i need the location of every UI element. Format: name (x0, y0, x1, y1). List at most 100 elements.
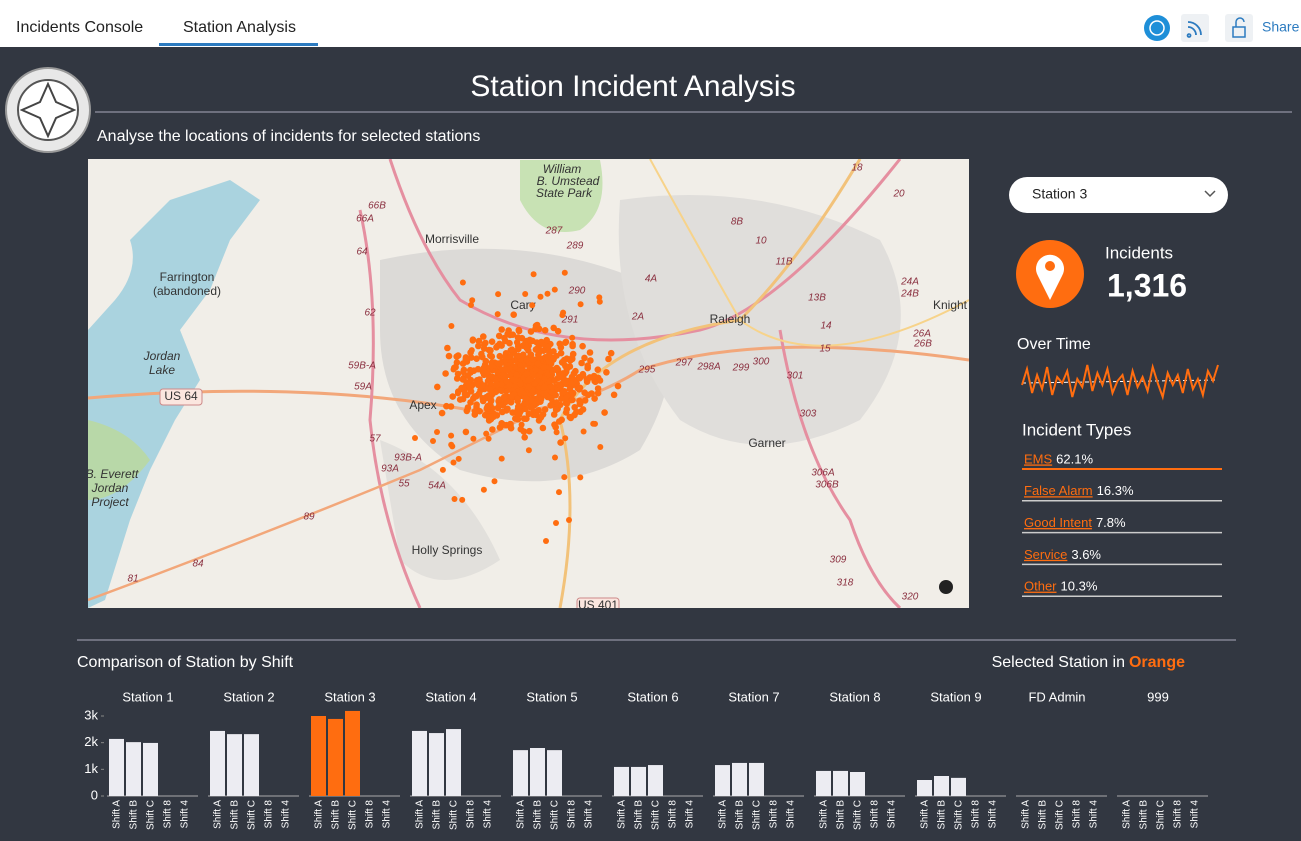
map-label: 59B-A (348, 361, 376, 372)
bar (547, 750, 562, 796)
incident-point (515, 403, 522, 410)
incident-point (562, 378, 569, 385)
map-label: US 401 (578, 598, 618, 612)
y-tick-label: 1k (84, 761, 98, 776)
globe-icon[interactable] (1144, 15, 1170, 41)
map[interactable]: Morrisville Cary Raleigh Apex Garner Holly Sp… (86, 159, 969, 614)
map-label: 2A (631, 312, 645, 323)
incident-point (530, 271, 537, 278)
type-name[interactable]: False Alarm (1024, 483, 1093, 498)
panel-label: Station 4 (425, 689, 476, 704)
incident-point (448, 432, 455, 439)
incident-point (504, 366, 511, 374)
incident-point (488, 373, 496, 380)
incident-point (569, 334, 576, 341)
incident-point (459, 496, 466, 503)
incident-point (544, 290, 551, 297)
x-tick-label: Shift A (415, 800, 426, 829)
map-label: 62 (364, 308, 376, 319)
incident-point (480, 333, 487, 340)
map-labels: Morrisville Cary Raleigh Apex Garner Holly Sp… (88, 162, 968, 612)
bar (749, 762, 764, 796)
incident-point (488, 338, 496, 346)
x-tick-label: Shift C (651, 800, 662, 830)
incident-point (520, 428, 528, 435)
incident-point (510, 311, 517, 319)
incident-point (507, 353, 514, 360)
incident-point (508, 346, 516, 354)
incident-point (445, 352, 453, 360)
map-label: Jordan (143, 349, 181, 363)
road (358, 209, 422, 608)
incident-point (543, 336, 550, 344)
incident-point (532, 400, 540, 408)
x-tick-label: Shift 8 (365, 800, 376, 829)
lock-icon[interactable] (1225, 14, 1253, 42)
incident-point (545, 351, 553, 359)
map-label: 66A (356, 214, 374, 225)
map-label: 64 (356, 247, 368, 258)
lock-glyph (1232, 26, 1246, 38)
incident-point (498, 387, 505, 395)
incident-point (502, 373, 509, 381)
share-button[interactable]: Share (1262, 19, 1300, 35)
incident-point (459, 395, 467, 403)
incident-point (434, 383, 441, 391)
x-tick-label: Shift 8 (466, 800, 477, 829)
incident-point (454, 390, 461, 397)
incident-point (569, 340, 576, 348)
incident-point (494, 360, 502, 367)
incident-point (531, 380, 538, 387)
road-shield (159, 388, 203, 406)
map-label: 291 (561, 315, 579, 326)
incident-point (603, 369, 610, 376)
incident-point (493, 381, 501, 388)
legend-highlight: Orange (1129, 654, 1185, 671)
incident-point (508, 393, 515, 400)
incident-point (550, 324, 557, 332)
incident-point (479, 397, 487, 405)
incident-point (487, 413, 494, 420)
panel-label: 999 (1147, 689, 1169, 704)
incident-point (594, 385, 602, 392)
panel-label: Station 1 (122, 689, 173, 704)
incident-point (521, 434, 528, 441)
incident-point (523, 415, 530, 423)
map-label: Apex (409, 398, 436, 412)
road (649, 159, 969, 347)
dropdown-value: Station 3 (1032, 186, 1087, 202)
type-value: 3.6% (1071, 547, 1101, 562)
incident-point (450, 366, 457, 373)
incident-point (532, 346, 540, 353)
tab-active[interactable]: Station Analysis (183, 19, 296, 36)
x-tick-label: Shift A (1122, 800, 1133, 829)
incident-point (499, 408, 506, 416)
map-label: 290 (568, 286, 586, 297)
station-dropdown[interactable] (1009, 177, 1228, 213)
map-label: 318 (837, 578, 854, 589)
rss-icon[interactable] (1181, 14, 1209, 42)
bar (143, 742, 158, 796)
info-icon[interactable] (939, 580, 953, 594)
x-tick-label: Shift 4 (988, 800, 999, 829)
incident-point (480, 364, 488, 372)
incident-point (473, 355, 480, 363)
type-name[interactable]: Good Intent (1024, 515, 1092, 530)
map-label: 59A (354, 382, 372, 393)
incident-point (538, 396, 545, 403)
incident-point (576, 397, 583, 405)
type-name[interactable]: Other (1024, 579, 1057, 594)
map-label: Farrington (160, 270, 215, 284)
incident-point (514, 411, 522, 419)
incident-point (450, 459, 457, 466)
incident-point (468, 347, 475, 354)
tab[interactable]: Incidents Console (16, 19, 143, 36)
road-shield (576, 597, 620, 608)
type-name[interactable]: EMS (1024, 451, 1053, 466)
map-label: 299 (732, 363, 750, 374)
type-name[interactable]: Service (1024, 547, 1067, 562)
bar (446, 729, 461, 796)
map-label: 11B (775, 257, 792, 268)
incident-point (570, 370, 578, 377)
x-tick-label: Shift 4 (1190, 800, 1201, 829)
